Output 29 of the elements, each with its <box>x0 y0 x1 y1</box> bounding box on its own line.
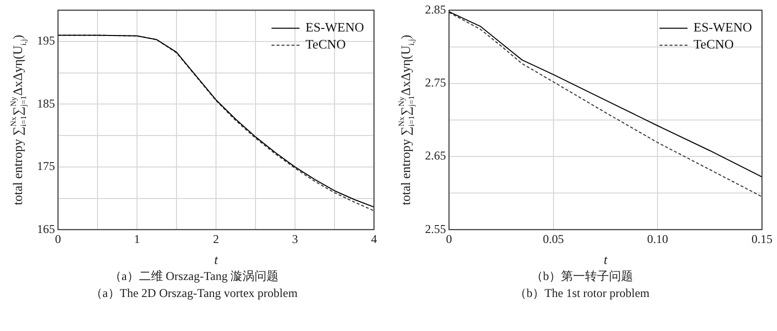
text: total entropy ∑i=1Nx∑j=1NyΔxΔyη(Ui,j) <box>9 34 28 206</box>
x-tick-label: 0 <box>55 232 61 246</box>
y-tick-label: 2.55 <box>425 222 446 236</box>
x-tick-label: 0.05 <box>542 232 564 246</box>
x-tick-label: 3 <box>292 232 298 246</box>
y-tick-label: 2.85 <box>425 2 446 16</box>
text: （a）二维 Orszag-Tang 漩涡问题 <box>108 268 280 285</box>
y-tick-label: 2.65 <box>425 148 446 163</box>
y-tick-label: 165 <box>37 222 55 236</box>
y-tick-label: 2.75 <box>425 75 446 90</box>
x-axis-title: t <box>214 252 218 267</box>
legend-label: TeCNO <box>306 36 346 52</box>
legend-label: TeCNO <box>694 36 734 52</box>
x-tick-label: 2 <box>213 232 219 246</box>
y-tick-label: 195 <box>37 34 55 48</box>
text: （b）The 1st rotor problem <box>514 285 650 302</box>
x-tick-label: 0.15 <box>752 232 772 246</box>
y-tick-label: 175 <box>37 159 55 174</box>
legend-label: ES-WENO <box>694 20 752 35</box>
x-tick-label: 4 <box>371 232 377 246</box>
x-tick-label: 0.10 <box>647 232 668 246</box>
x-tick-label: 1 <box>134 232 140 246</box>
text: （a）The 2D Orszag-Tang vortex problem <box>89 285 299 302</box>
text: （b）第一转子问题 <box>530 268 634 285</box>
x-axis-title: t <box>604 252 608 267</box>
legend-label: ES-WENO <box>306 20 364 35</box>
text: total entropy ∑i=1Nx∑j=1NyΔxΔyη(Ui,j) <box>397 34 416 206</box>
x-tick-label: 0 <box>446 232 452 246</box>
y-tick-label: 185 <box>37 96 55 110</box>
